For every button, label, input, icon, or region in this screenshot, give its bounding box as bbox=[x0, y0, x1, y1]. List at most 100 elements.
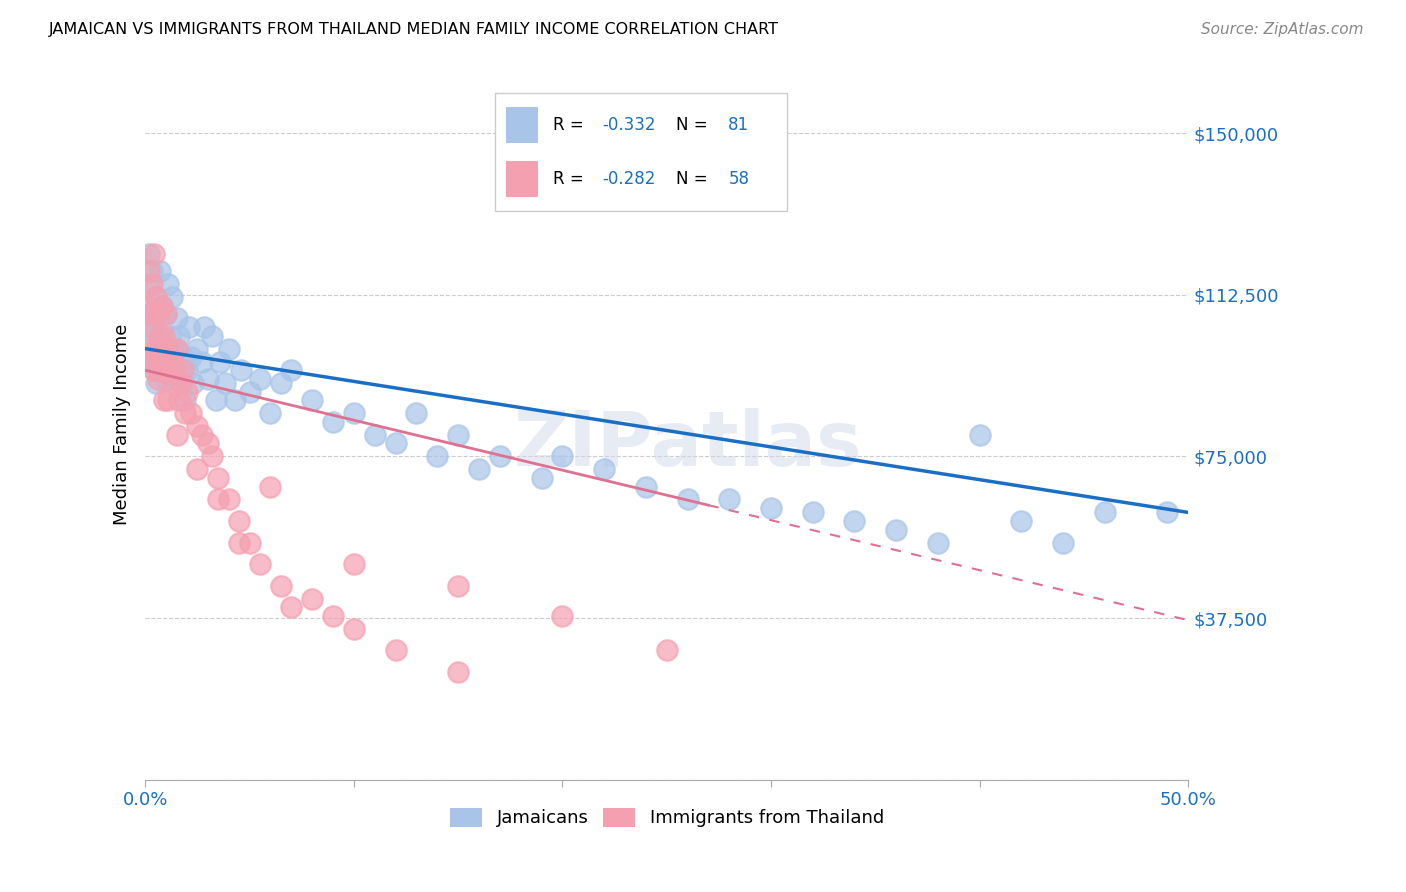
Point bbox=[142, 247, 165, 261]
Point bbox=[634, 479, 657, 493]
Point bbox=[197, 372, 219, 386]
Point bbox=[166, 372, 188, 386]
Point bbox=[259, 406, 281, 420]
Point bbox=[150, 354, 173, 368]
Point bbox=[149, 328, 172, 343]
Point bbox=[239, 535, 262, 549]
Point bbox=[172, 351, 194, 365]
Point bbox=[343, 406, 366, 420]
Point bbox=[186, 462, 208, 476]
Point bbox=[190, 427, 212, 442]
Point bbox=[142, 307, 165, 321]
Point bbox=[197, 436, 219, 450]
Point bbox=[322, 415, 344, 429]
Point bbox=[190, 354, 212, 368]
Point bbox=[322, 608, 344, 623]
Point bbox=[136, 320, 159, 334]
Point bbox=[155, 307, 177, 321]
Point bbox=[141, 320, 163, 334]
Point bbox=[270, 579, 292, 593]
Point bbox=[166, 311, 188, 326]
Point bbox=[163, 363, 186, 377]
Point bbox=[141, 277, 163, 291]
Point bbox=[149, 264, 172, 278]
Point bbox=[270, 376, 292, 391]
Point bbox=[447, 427, 470, 442]
Point bbox=[179, 320, 201, 334]
Point bbox=[1156, 505, 1178, 519]
Point bbox=[176, 363, 198, 377]
Point bbox=[209, 354, 232, 368]
Point bbox=[138, 247, 160, 261]
Point bbox=[224, 393, 246, 408]
Point bbox=[207, 492, 229, 507]
Point bbox=[218, 492, 240, 507]
Point bbox=[149, 363, 172, 377]
Point bbox=[149, 328, 172, 343]
Point bbox=[468, 462, 491, 476]
Point bbox=[162, 290, 184, 304]
Point bbox=[176, 384, 198, 399]
Point bbox=[530, 471, 553, 485]
Point bbox=[193, 320, 215, 334]
Point bbox=[201, 450, 224, 464]
Point bbox=[181, 376, 204, 391]
Point bbox=[167, 393, 190, 408]
Point bbox=[249, 372, 271, 386]
Point bbox=[301, 393, 323, 408]
Point bbox=[138, 351, 160, 365]
Point bbox=[162, 372, 184, 386]
Point bbox=[280, 363, 302, 377]
Point bbox=[153, 363, 176, 377]
Point bbox=[142, 363, 165, 377]
Point bbox=[150, 351, 173, 365]
Point bbox=[186, 419, 208, 434]
Point bbox=[153, 328, 176, 343]
Point bbox=[172, 363, 194, 377]
Point bbox=[551, 450, 574, 464]
Point bbox=[364, 427, 387, 442]
Point bbox=[146, 363, 169, 377]
Point bbox=[759, 501, 782, 516]
Point bbox=[136, 277, 159, 291]
Point bbox=[138, 264, 160, 278]
Point bbox=[228, 535, 250, 549]
Point bbox=[969, 427, 991, 442]
Point bbox=[166, 427, 188, 442]
Point bbox=[249, 557, 271, 571]
Point bbox=[145, 342, 167, 356]
Point bbox=[170, 363, 193, 377]
Point bbox=[1010, 514, 1032, 528]
Point bbox=[153, 342, 176, 356]
Point bbox=[214, 376, 236, 391]
Point bbox=[205, 393, 228, 408]
Point bbox=[150, 299, 173, 313]
Point bbox=[159, 363, 181, 377]
Point bbox=[593, 462, 616, 476]
Point bbox=[155, 307, 177, 321]
Legend: Jamaicans, Immigrants from Thailand: Jamaicans, Immigrants from Thailand bbox=[443, 801, 891, 835]
Point bbox=[186, 342, 208, 356]
Point bbox=[676, 492, 699, 507]
Point bbox=[145, 290, 167, 304]
Point bbox=[155, 372, 177, 386]
Point bbox=[138, 354, 160, 368]
Point bbox=[157, 277, 180, 291]
Point bbox=[343, 557, 366, 571]
Text: JAMAICAN VS IMMIGRANTS FROM THAILAND MEDIAN FAMILY INCOME CORRELATION CHART: JAMAICAN VS IMMIGRANTS FROM THAILAND MED… bbox=[49, 22, 779, 37]
Point bbox=[384, 643, 406, 657]
Point bbox=[489, 450, 512, 464]
Point bbox=[228, 514, 250, 528]
Point bbox=[231, 363, 253, 377]
Text: ZIPatlas: ZIPatlas bbox=[513, 409, 862, 483]
Point bbox=[141, 351, 163, 365]
Point bbox=[141, 264, 163, 278]
Point bbox=[136, 299, 159, 313]
Point bbox=[301, 591, 323, 606]
Point bbox=[180, 406, 202, 420]
Point bbox=[138, 307, 160, 321]
Point bbox=[655, 643, 678, 657]
Point bbox=[180, 351, 202, 365]
Point bbox=[447, 579, 470, 593]
Point bbox=[159, 351, 181, 365]
